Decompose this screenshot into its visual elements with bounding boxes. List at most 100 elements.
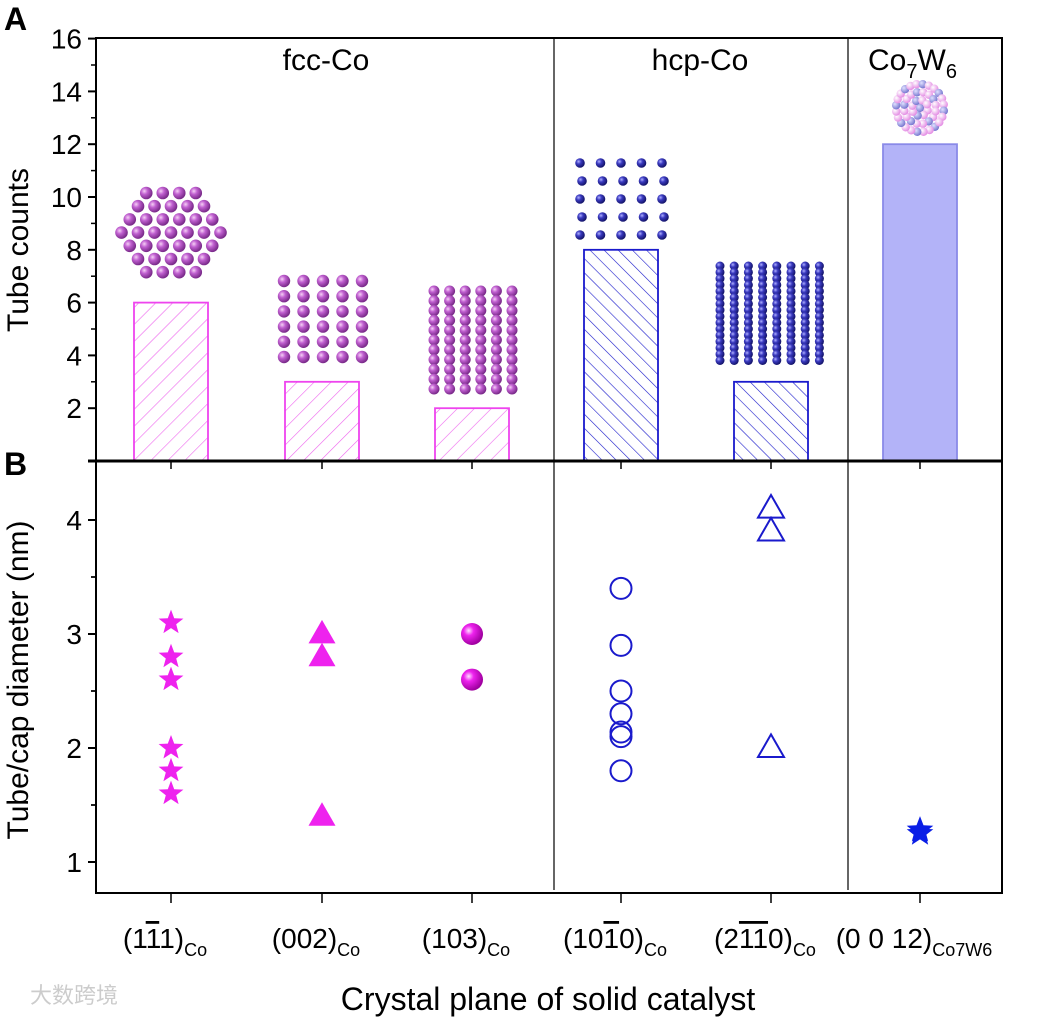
atom-fcc-103 — [428, 363, 440, 375]
atom-fcc-111 — [181, 226, 194, 239]
atom-fcc-002 — [336, 274, 349, 288]
atom-fcc-002 — [336, 335, 349, 348]
atom-hcp-2110 — [758, 261, 768, 271]
atom-hcp-2110 — [786, 299, 796, 309]
atom-fcc-103 — [428, 373, 440, 385]
atom-hcp-2110 — [743, 267, 753, 277]
marker-open-circle — [609, 633, 633, 657]
atom-fcc-002 — [297, 290, 310, 303]
atom-hcp-2110 — [729, 356, 739, 365]
atom-hcp-2110 — [758, 299, 768, 309]
atom-fcc-103 — [428, 314, 440, 326]
x-tick-label: (0 0 12)Co7W6 — [836, 923, 993, 960]
atom-hcp-2110 — [786, 349, 796, 359]
atom-fcc-103 — [444, 314, 456, 326]
atom-fcc-111 — [205, 239, 219, 253]
atom-fcc-103 — [428, 324, 440, 336]
marker-star — [158, 780, 184, 805]
atom-hcp-2110 — [729, 286, 739, 296]
atom-fcc-103 — [444, 324, 456, 336]
marker-filled-triangle — [308, 642, 336, 667]
atom-fcc-103 — [444, 373, 456, 385]
atom-fcc-103 — [506, 295, 518, 307]
atom-hcp-2110 — [743, 261, 753, 271]
atom-fcc-111 — [197, 226, 211, 239]
x-tick-label-rest: 1) — [159, 923, 184, 954]
atom-hcp-2110 — [814, 299, 824, 309]
atom-hcp-2110 — [786, 261, 796, 271]
atom-co7w6 — [939, 100, 948, 109]
y-tick-label-b: 1 — [66, 847, 82, 878]
bar-3 — [583, 248, 659, 462]
atom-hcp-2110 — [743, 286, 753, 296]
atom-fcc-111 — [131, 199, 145, 213]
atom-co7w6 — [912, 96, 921, 106]
atom-co7w6 — [931, 107, 940, 116]
marker-star — [158, 757, 184, 782]
atom-fcc-002 — [355, 320, 369, 333]
atom-fcc-103 — [475, 285, 487, 297]
atom-co7w6 — [908, 107, 918, 116]
y-tick-label-a: 4 — [66, 340, 82, 371]
marker-open-circle — [609, 759, 633, 783]
atom-hcp-2110 — [814, 318, 824, 328]
atom-hcp-2110 — [786, 280, 796, 290]
x-tick-label-subscript: Co7W6 — [932, 940, 992, 960]
atom-hcp-2110 — [743, 343, 753, 353]
x-tick-label-main: (002) — [272, 923, 337, 954]
atom-hcp-2110 — [729, 267, 739, 277]
atom-fcc-103 — [428, 305, 440, 317]
x-tick-label-subscript: Co — [184, 940, 207, 960]
atom-fcc-111 — [189, 213, 203, 226]
x-tick-label-subscript: Co — [793, 940, 816, 960]
atom-fcc-111 — [189, 265, 203, 279]
atom-fcc-111 — [139, 186, 153, 200]
bar-5 — [882, 143, 958, 462]
x-tick-label-subscript: Co — [487, 940, 510, 960]
atom-hcp-2110 — [786, 330, 796, 340]
atom-hcp-1010 — [575, 230, 585, 240]
atom-hcp-2110 — [729, 324, 739, 334]
atom-hcp-2110 — [814, 324, 824, 334]
atom-hcp-2110 — [772, 318, 782, 328]
atom-fcc-103 — [475, 334, 487, 346]
atom-fcc-002 — [277, 305, 291, 318]
atom-hcp-2110 — [772, 293, 782, 302]
atom-fcc-103 — [490, 295, 502, 307]
atom-hcp-2110 — [786, 318, 796, 328]
atom-hcp-1010 — [659, 176, 669, 186]
atom-fcc-103 — [475, 305, 487, 317]
atom-fcc-103 — [506, 285, 518, 297]
x-tick-label-subscript: Co — [644, 940, 667, 960]
atom-fcc-103 — [506, 314, 518, 326]
atom-hcp-2110 — [715, 343, 725, 353]
atom-fcc-111 — [197, 199, 211, 213]
atom-fcc-111 — [156, 186, 170, 200]
atom-hcp-2110 — [715, 286, 725, 296]
x-tick-label-subscript: Co — [337, 940, 360, 960]
atom-hcp-2110 — [814, 274, 824, 284]
panel-b-markers — [158, 493, 934, 845]
atom-hcp-1010 — [636, 230, 647, 240]
atom-fcc-103 — [490, 324, 502, 336]
atom-hcp-2110 — [758, 349, 768, 359]
atom-fcc-002 — [277, 335, 291, 348]
atom-fcc-111 — [189, 239, 203, 253]
atom-hcp-2110 — [729, 274, 739, 284]
atom-fcc-002 — [277, 350, 291, 364]
atom-hcp-1010 — [597, 176, 608, 186]
atom-hcp-2110 — [758, 337, 768, 347]
atom-fcc-111 — [164, 226, 178, 239]
atom-fcc-103 — [428, 285, 440, 297]
atom-hcp-2110 — [772, 324, 782, 334]
panel-a-frame — [95, 37, 1003, 462]
atom-hcp-2110 — [758, 280, 768, 290]
x-axis-title: Crystal plane of solid catalyst — [341, 981, 756, 1017]
atom-hcp-2110 — [729, 330, 739, 340]
atom-fcc-002 — [277, 290, 291, 303]
atom-hcp-2110 — [814, 330, 824, 340]
atom-hcp-1010 — [618, 212, 628, 222]
marker-open-circle — [609, 679, 633, 703]
atom-fcc-002 — [277, 320, 291, 333]
